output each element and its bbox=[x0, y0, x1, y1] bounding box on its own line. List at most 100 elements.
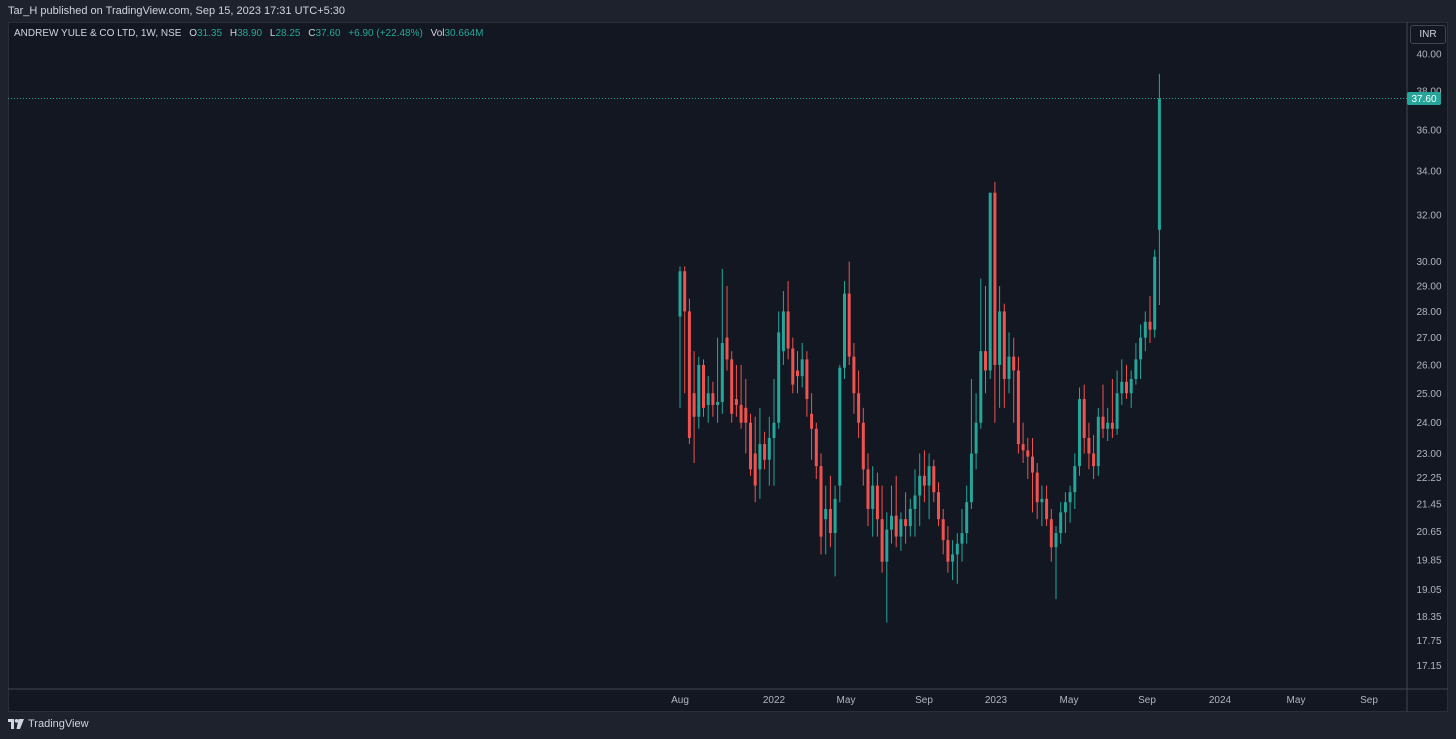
candle-body bbox=[885, 529, 889, 562]
candle-body bbox=[730, 359, 734, 414]
candle bbox=[1139, 324, 1143, 379]
candle-body bbox=[1125, 381, 1128, 394]
change-value: +6.90 (+22.48%) bbox=[348, 28, 423, 39]
candle-body bbox=[716, 401, 720, 405]
candle bbox=[833, 485, 837, 577]
candle bbox=[885, 512, 889, 623]
candle bbox=[772, 378, 776, 486]
time-tick-label: Sep bbox=[915, 695, 933, 706]
candle-body bbox=[1143, 321, 1147, 338]
candle-body bbox=[678, 271, 682, 317]
ohlc-legend: ANDREW YULE & CO LTD, 1W, NSE O31.35 H38… bbox=[14, 28, 483, 39]
candle bbox=[1101, 384, 1105, 438]
candle bbox=[988, 192, 992, 379]
candle-body bbox=[866, 469, 870, 509]
candle bbox=[753, 416, 757, 503]
candle-body bbox=[1007, 356, 1011, 379]
candle-body bbox=[1040, 498, 1044, 503]
price-tick-label: 27.00 bbox=[1416, 333, 1441, 344]
volume-value: 30.664M bbox=[444, 28, 484, 39]
candle-body bbox=[984, 351, 987, 371]
candle-body bbox=[786, 311, 790, 349]
candle-body bbox=[1153, 256, 1157, 330]
currency-button[interactable]: INR bbox=[1410, 25, 1446, 44]
candle bbox=[800, 343, 804, 388]
candle bbox=[1106, 407, 1110, 442]
candle bbox=[946, 526, 950, 573]
candle-body bbox=[683, 271, 687, 312]
price-tick-label: 34.00 bbox=[1416, 167, 1441, 178]
time-tick-label: Sep bbox=[1360, 695, 1378, 706]
candle-body bbox=[1110, 422, 1114, 429]
candle-body bbox=[1035, 472, 1039, 503]
candle bbox=[1068, 485, 1072, 523]
candle-body bbox=[1101, 416, 1105, 429]
candle bbox=[819, 453, 823, 555]
candle-body bbox=[857, 393, 861, 423]
candle-body bbox=[1049, 519, 1053, 548]
symbol-title: ANDREW YULE & CO LTD, 1W, NSE bbox=[14, 28, 182, 39]
candle bbox=[1096, 407, 1100, 476]
candle bbox=[1134, 343, 1138, 385]
candle-body bbox=[1134, 359, 1138, 379]
time-tick-label: Aug bbox=[671, 695, 689, 706]
candle bbox=[1082, 384, 1086, 454]
candle bbox=[1153, 249, 1157, 338]
candle-body bbox=[941, 519, 945, 541]
price-tick-label: 32.00 bbox=[1416, 210, 1441, 221]
price-chart[interactable]: 40.00 38.00 36.00 34.00 32.00 30.00 29.00 28.00… bbox=[8, 22, 1448, 712]
candle bbox=[993, 181, 997, 423]
candle bbox=[1143, 311, 1147, 352]
candle bbox=[922, 450, 926, 503]
candle bbox=[857, 370, 861, 438]
candle-body bbox=[960, 533, 964, 544]
open-value: 31.35 bbox=[197, 28, 223, 39]
candle-body bbox=[993, 192, 997, 365]
candle-body bbox=[744, 407, 748, 423]
candle-body bbox=[833, 498, 837, 534]
candle bbox=[979, 278, 983, 429]
candle-body bbox=[711, 393, 715, 405]
candle-body bbox=[965, 502, 969, 534]
candle-body bbox=[904, 519, 908, 527]
candle bbox=[1012, 337, 1016, 423]
candle-body bbox=[955, 543, 959, 555]
candle-body bbox=[937, 492, 940, 520]
candle-body bbox=[843, 293, 846, 368]
price-tick-label: 17.75 bbox=[1416, 636, 1441, 647]
tradingview-logo[interactable]: TradingView bbox=[8, 718, 89, 730]
candle-body bbox=[1054, 533, 1058, 548]
tradingview-brand: TradingView bbox=[28, 718, 89, 730]
price-tick-label: 28.00 bbox=[1416, 307, 1441, 318]
price-tick-label: 22.25 bbox=[1416, 473, 1441, 484]
candle bbox=[1157, 73, 1161, 305]
price-tick-label: 26.00 bbox=[1416, 360, 1441, 371]
candle-body bbox=[1115, 393, 1119, 429]
candle-body bbox=[1139, 337, 1143, 360]
time-tick-label: 2023 bbox=[985, 695, 1008, 706]
candle-body bbox=[1045, 498, 1049, 520]
candle-body bbox=[1092, 453, 1096, 467]
candle-body bbox=[725, 337, 729, 360]
candle-body bbox=[899, 519, 903, 537]
candle bbox=[678, 266, 682, 408]
candle-body bbox=[1120, 381, 1124, 394]
candle bbox=[847, 261, 851, 365]
candle-body bbox=[918, 475, 922, 496]
candle-body bbox=[763, 444, 767, 460]
candle-body bbox=[706, 393, 710, 405]
candle-body bbox=[753, 453, 757, 486]
candle bbox=[1031, 437, 1034, 513]
candle-body bbox=[1021, 444, 1025, 451]
candle-body bbox=[749, 422, 752, 470]
candle-body bbox=[734, 399, 738, 405]
candle bbox=[969, 378, 973, 509]
candle bbox=[786, 281, 790, 360]
candle bbox=[838, 364, 842, 503]
candle bbox=[767, 416, 771, 486]
footer-bar bbox=[0, 712, 1456, 739]
candle bbox=[1092, 434, 1096, 480]
price-tick-label: 18.35 bbox=[1416, 612, 1441, 623]
candle bbox=[918, 453, 922, 527]
candle-body bbox=[1106, 422, 1110, 429]
